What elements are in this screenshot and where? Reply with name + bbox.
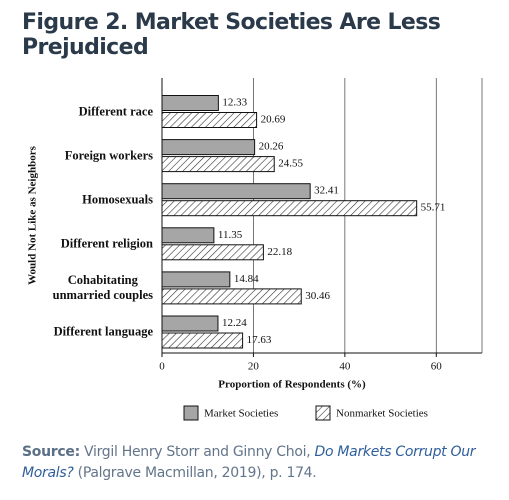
y-tick-label: Different race: [78, 104, 153, 118]
y-tick-label: Different language: [53, 324, 153, 339]
page-title: Figure 2. Market Societies Are Less Prej…: [22, 10, 441, 60]
bar: [161, 288, 302, 305]
source-link[interactable]: Do Markets Corrupt Our Morals?: [22, 444, 476, 481]
legend-label: Nonmarket Societies: [336, 408, 428, 420]
bar: [161, 315, 219, 332]
bar: [161, 200, 418, 217]
x-tick-label: 0: [159, 361, 165, 373]
source-label: Source:: [22, 444, 80, 460]
bar: [161, 139, 256, 156]
chart: 0 20 40 60 12.33 20.69 20.26 24.55 32.41 55.71 11.…: [27, 78, 483, 421]
data-label: 24.55: [278, 158, 303, 170]
data-label: 12.33: [222, 97, 247, 109]
bar: [161, 183, 311, 200]
legend-swatch: [315, 405, 331, 421]
y-tick-label: Cohabitating unmarried couples: [52, 272, 153, 302]
data-label: 20.69: [261, 114, 286, 126]
bar: [161, 227, 215, 244]
source-text: (Palgrave Macmillan, 2019), p. 174.: [77, 465, 317, 481]
source-note: Source: Virgil Henry Storr and Ginny Cho…: [22, 442, 492, 484]
bar: [161, 156, 275, 173]
y-axis-title: Would Not Like as Neighbors: [27, 145, 39, 284]
data-label: 22.18: [267, 246, 292, 258]
data-label: 17.63: [247, 334, 272, 346]
data-label: 14.84: [234, 273, 259, 285]
legend-label: Market Societies: [204, 408, 278, 420]
bar: [161, 95, 219, 111]
data-label: 12.24: [222, 317, 247, 329]
bar: [161, 112, 258, 128]
source-text: Virgil Henry Storr and Ginny Choi,: [84, 444, 311, 460]
y-tick-label: Different religion: [60, 236, 153, 251]
bar: [161, 271, 231, 288]
data-label: 11.35: [218, 229, 243, 241]
x-tick-label: 60: [431, 361, 443, 373]
x-tick-label: 40: [339, 361, 351, 373]
bar: [161, 244, 264, 261]
y-tick-label: Homosexuals: [82, 192, 153, 207]
data-label: 20.26: [259, 141, 284, 153]
bar: [161, 332, 244, 349]
legend-swatch: [183, 405, 199, 421]
y-tick-label: Foreign workers: [64, 148, 153, 163]
data-label: 55.71: [421, 202, 446, 214]
x-tick-label: 20: [248, 361, 260, 373]
data-label: 32.41: [314, 185, 339, 197]
x-axis-title: Proportion of Respondents (%): [218, 379, 366, 391]
data-label: 30.46: [305, 290, 330, 302]
